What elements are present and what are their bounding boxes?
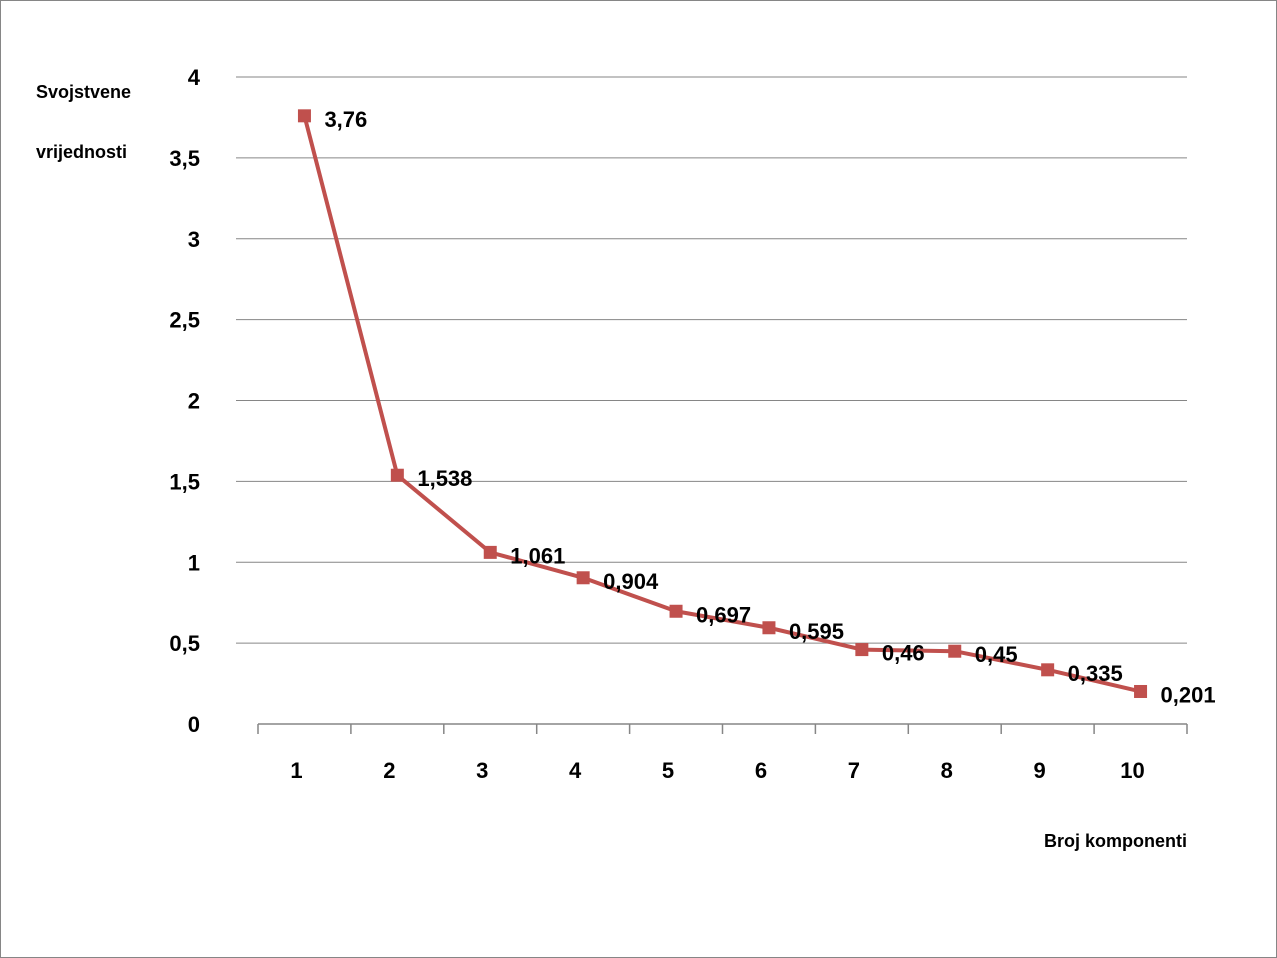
x-axis [257, 723, 1188, 734]
data-point-3 [483, 545, 497, 559]
x-tick-label-1: 2 [383, 758, 395, 783]
data-point-6 [762, 621, 776, 635]
data-point-8 [948, 644, 962, 658]
y-tick-label-8: 4 [188, 65, 201, 90]
y-tick-label-0: 0 [188, 712, 200, 737]
series-eigenvalues [297, 109, 1148, 698]
data-point-9 [1041, 663, 1055, 677]
x-tick-label-4: 5 [662, 758, 674, 783]
gridlines [236, 76, 1187, 644]
data-point-2 [390, 468, 404, 482]
x-tick-label-8: 9 [1034, 758, 1046, 783]
data-point-10 [1134, 684, 1148, 698]
x-tick-label-7: 8 [941, 758, 953, 783]
data-label-7: 0,46 [882, 641, 925, 666]
data-point-1 [297, 109, 311, 123]
x-tick-label-3: 4 [569, 758, 582, 783]
y-tick-label-2: 1 [188, 550, 200, 575]
data-label-1: 3,76 [324, 107, 367, 132]
y-tick-label-4: 2 [188, 389, 200, 414]
data-label-8: 0,45 [975, 642, 1018, 667]
y-axis-title-line-1: Svojstvene [36, 82, 131, 102]
series-line [302, 115, 1142, 694]
data-point-7 [855, 643, 869, 657]
y-tick-label-3: 1,5 [169, 469, 200, 494]
y-tick-label-7: 3,5 [169, 146, 200, 171]
x-tick-label-0: 1 [290, 758, 302, 783]
data-label-4: 0,904 [603, 569, 659, 594]
data-label-10: 0,201 [1161, 682, 1216, 707]
data-label-3: 1,061 [510, 543, 565, 568]
x-tick-label-5: 6 [755, 758, 767, 783]
x-axis-tick-labels: 1 2 3 4 5 6 7 8 9 10 [290, 758, 1144, 783]
data-point-4 [576, 571, 590, 585]
data-label-2: 1,538 [417, 466, 472, 491]
y-axis-title-line-2: vrijednosti [36, 142, 127, 162]
y-tick-label-6: 3 [188, 227, 200, 252]
data-label-9: 0,335 [1068, 661, 1123, 686]
x-tick-label-9: 10 [1120, 758, 1144, 783]
data-label-6: 0,595 [789, 619, 844, 644]
x-axis-title: Broj komponenti [1044, 831, 1187, 851]
y-tick-label-1: 0,5 [169, 631, 200, 656]
data-labels: 3,76 1,538 1,061 0,904 0,697 0,595 0,46 0,45 0,3… [324, 107, 1215, 708]
y-tick-label-5: 2,5 [169, 308, 200, 333]
data-point-5 [669, 604, 683, 618]
x-tick-label-2: 3 [476, 758, 488, 783]
data-label-5: 0,697 [696, 602, 751, 627]
y-axis-tick-labels: 0 0,5 1 1,5 2 2,5 3 3,5 4 [169, 65, 200, 737]
x-tick-label-6: 7 [848, 758, 860, 783]
